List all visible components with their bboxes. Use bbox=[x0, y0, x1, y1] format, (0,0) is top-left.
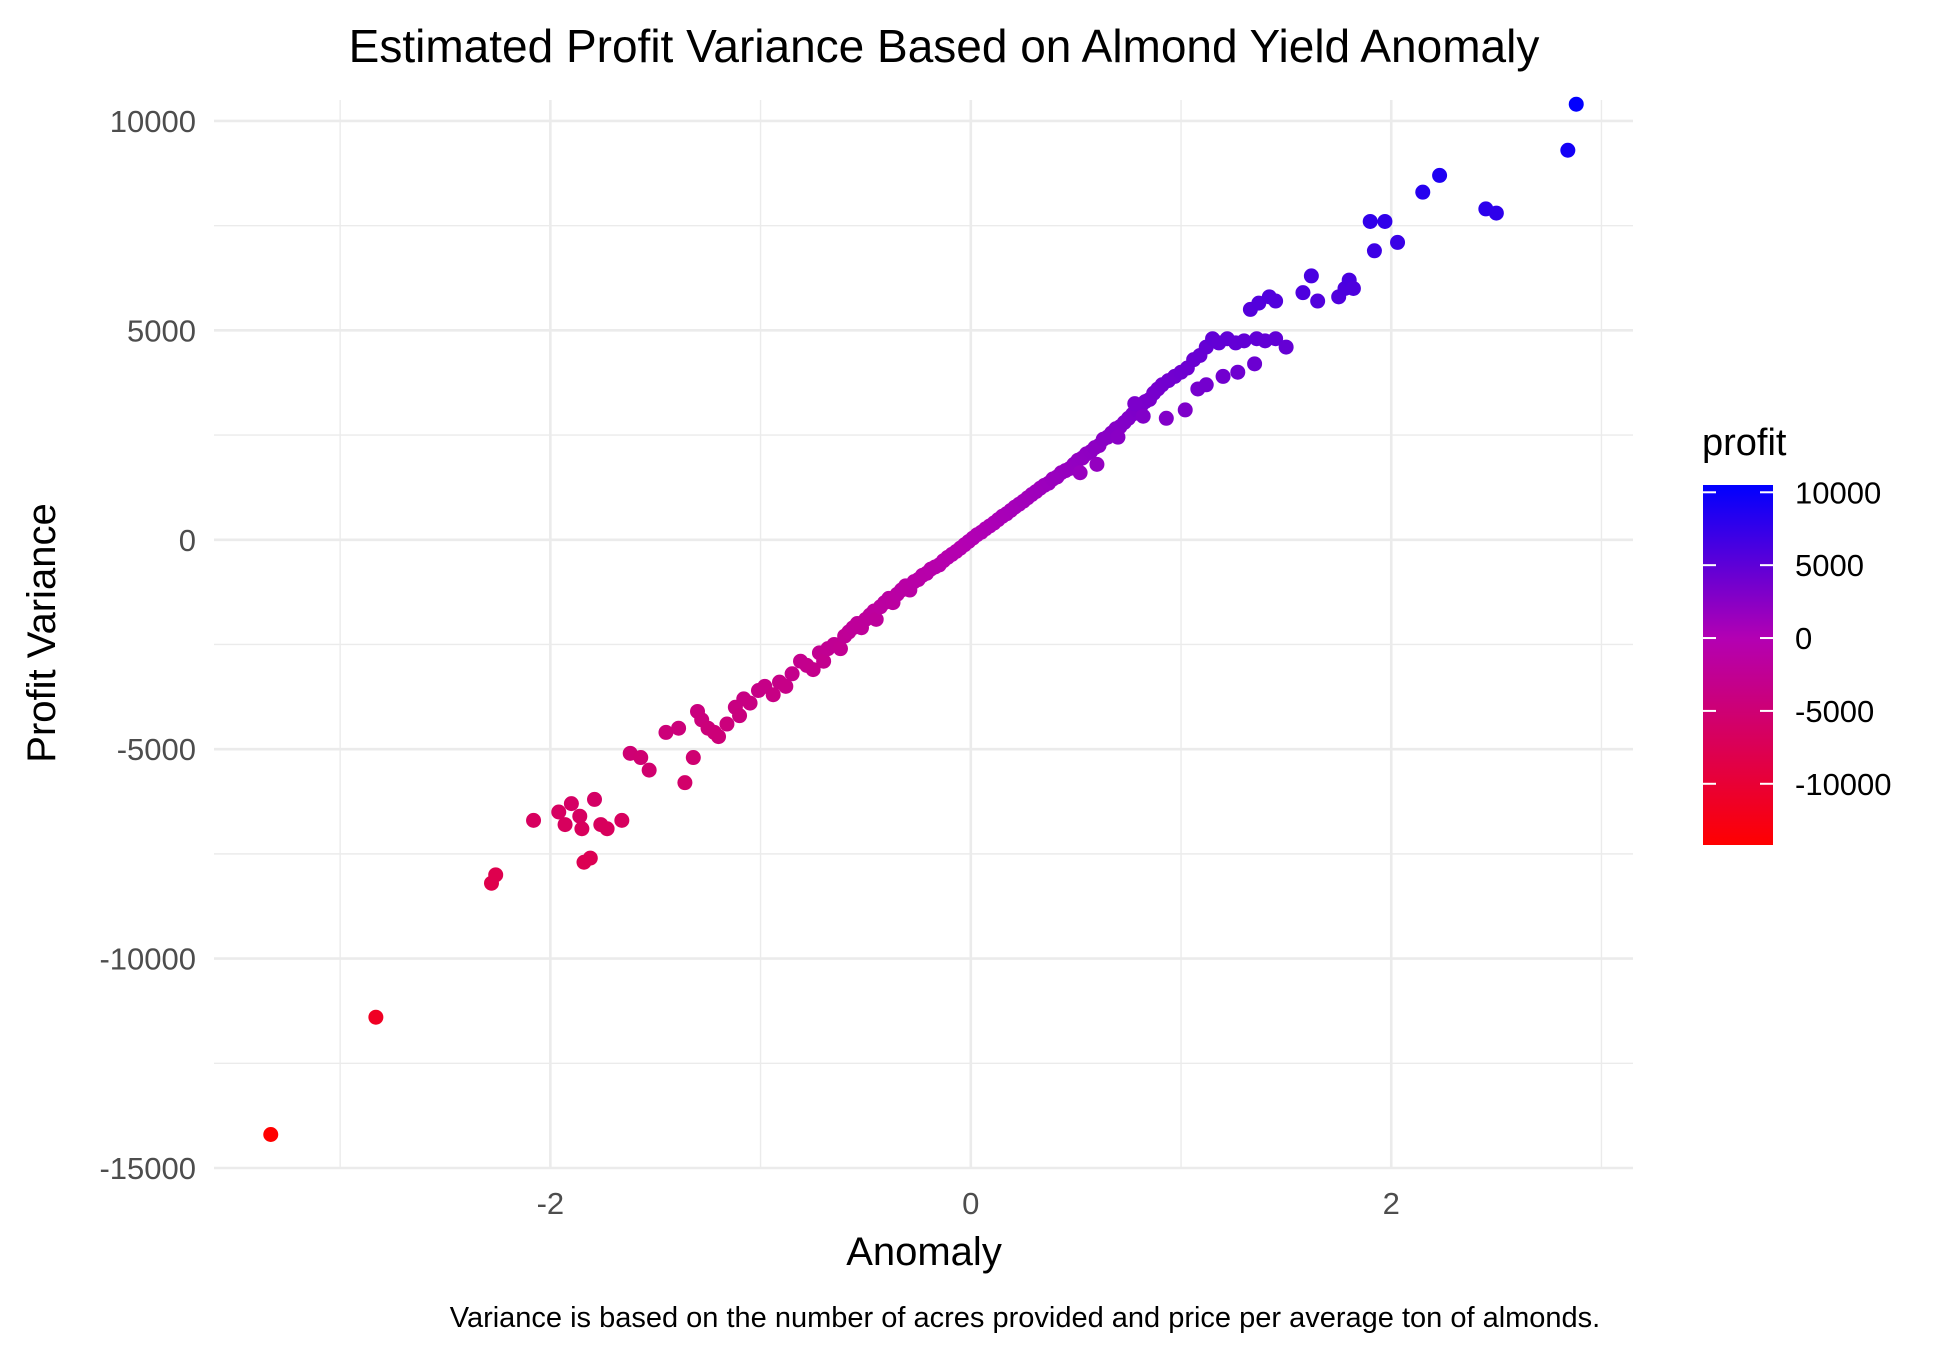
data-point bbox=[488, 867, 504, 883]
data-point bbox=[1415, 184, 1431, 200]
data-point bbox=[587, 791, 603, 807]
data-point bbox=[1560, 142, 1576, 158]
chart-caption: Variance is based on the number of acres… bbox=[450, 1302, 1600, 1334]
data-point bbox=[1488, 205, 1504, 221]
data-point bbox=[832, 641, 848, 657]
data-point bbox=[1247, 356, 1263, 372]
data-point bbox=[765, 687, 781, 703]
data-point bbox=[1215, 368, 1231, 384]
data-point bbox=[641, 762, 657, 778]
legend-tick-label: 10000 bbox=[1795, 475, 1881, 510]
data-point bbox=[557, 817, 573, 833]
data-point bbox=[732, 708, 748, 724]
data-points bbox=[263, 96, 1584, 1142]
data-point bbox=[582, 850, 598, 866]
data-point bbox=[1230, 364, 1246, 380]
data-point bbox=[816, 653, 832, 669]
data-point bbox=[1158, 410, 1174, 426]
y-tick-label: -10000 bbox=[99, 942, 196, 977]
data-point bbox=[1295, 285, 1311, 301]
data-point bbox=[526, 812, 542, 828]
data-point bbox=[671, 720, 687, 736]
data-point bbox=[1345, 280, 1361, 296]
data-point bbox=[1127, 396, 1143, 412]
data-point bbox=[805, 662, 821, 678]
axes: -2 0 2 -15000 -10000 -5000 0 5000 10000 bbox=[99, 104, 1399, 1221]
x-tick-label: 0 bbox=[962, 1186, 979, 1221]
data-point bbox=[677, 775, 693, 791]
data-point bbox=[1177, 402, 1193, 418]
data-point bbox=[1236, 333, 1252, 349]
data-point bbox=[685, 750, 701, 766]
data-point bbox=[711, 729, 727, 745]
data-point bbox=[784, 666, 800, 682]
data-point bbox=[614, 812, 630, 828]
data-point bbox=[1310, 293, 1326, 309]
data-point bbox=[551, 804, 567, 820]
legend: profit 10000 5000 0 -5000 -10000 bbox=[1702, 422, 1892, 845]
y-tick-label: 0 bbox=[179, 523, 196, 558]
data-point bbox=[1268, 331, 1284, 347]
data-point bbox=[1278, 339, 1294, 355]
legend-tick-label: -5000 bbox=[1795, 694, 1874, 729]
legend-tick-label: -10000 bbox=[1795, 767, 1892, 802]
data-point bbox=[719, 716, 735, 732]
data-point bbox=[574, 821, 590, 837]
data-point bbox=[599, 821, 615, 837]
data-point bbox=[1432, 167, 1448, 183]
data-point bbox=[1198, 377, 1214, 393]
x-tick-label: 2 bbox=[1383, 1186, 1400, 1221]
data-point bbox=[563, 796, 579, 812]
data-point bbox=[1377, 213, 1393, 229]
legend-ticks: 10000 5000 0 -5000 -10000 bbox=[1703, 475, 1892, 802]
data-point bbox=[1366, 243, 1382, 259]
grid bbox=[214, 100, 1633, 1170]
chart-title: Estimated Profit Variance Based on Almon… bbox=[349, 20, 1540, 72]
legend-colorbar bbox=[1703, 485, 1773, 845]
data-point bbox=[1390, 234, 1406, 250]
y-tick-label: -5000 bbox=[117, 732, 196, 767]
data-point bbox=[868, 611, 884, 627]
data-point bbox=[1135, 408, 1151, 424]
data-point bbox=[742, 695, 758, 711]
data-point bbox=[633, 750, 649, 766]
y-axis-label: Profit Variance bbox=[20, 503, 64, 762]
data-point bbox=[1303, 268, 1319, 284]
data-point bbox=[368, 1009, 384, 1025]
legend-tick-label: 0 bbox=[1795, 621, 1812, 656]
x-tick-label: -2 bbox=[537, 1186, 565, 1221]
data-point bbox=[658, 724, 674, 740]
data-point bbox=[1362, 213, 1378, 229]
data-point bbox=[572, 808, 588, 824]
data-point bbox=[263, 1126, 279, 1142]
data-point bbox=[1072, 465, 1088, 481]
data-point bbox=[778, 678, 794, 694]
y-tick-label: 5000 bbox=[127, 313, 196, 348]
y-tick-label: 10000 bbox=[110, 104, 196, 139]
x-axis-label: Anomaly bbox=[846, 1230, 1002, 1274]
legend-tick-label: 5000 bbox=[1795, 548, 1864, 583]
data-point bbox=[1268, 293, 1284, 309]
data-point bbox=[1089, 456, 1105, 472]
data-point bbox=[1568, 96, 1584, 112]
legend-title: profit bbox=[1702, 422, 1787, 464]
data-point bbox=[1110, 429, 1126, 445]
y-tick-label: -15000 bbox=[99, 1151, 196, 1186]
